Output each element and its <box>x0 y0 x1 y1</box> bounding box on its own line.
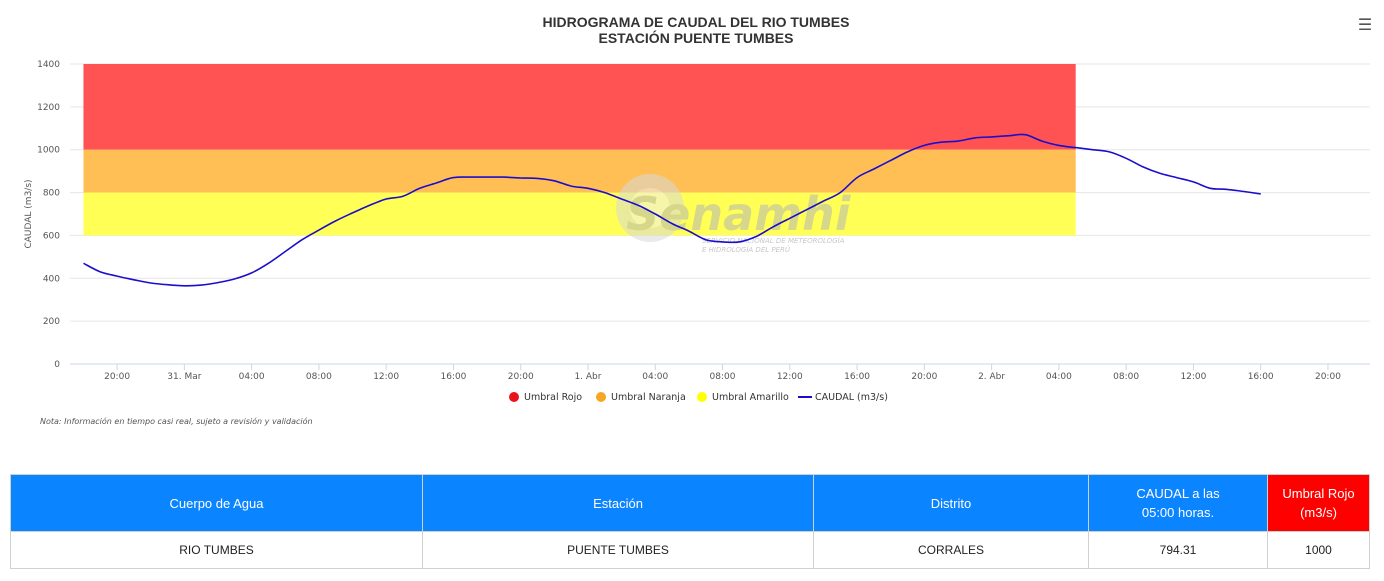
header-estacion: Estación <box>422 474 814 532</box>
band-umbral-amarillo <box>83 192 1076 236</box>
x-tick-label: 20:00 <box>1315 372 1341 382</box>
x-tick-label: 16:00 <box>1248 372 1274 382</box>
legend-marker <box>509 392 519 402</box>
x-tick-label: 04:00 <box>1046 372 1072 382</box>
sun-logo-icon <box>616 174 684 242</box>
watermark: Senamhi SERVICIO NACIONAL DE METEOROLOGÍ… <box>616 174 852 254</box>
x-tick-label: 04:00 <box>642 372 668 382</box>
hamburger-icon: ☰ <box>1357 15 1373 34</box>
y-tick-label: 1200 <box>37 103 60 113</box>
header-caudal-line1: CAUDAL a las <box>1136 486 1220 501</box>
header-cuerpo: Cuerpo de Agua <box>10 474 423 532</box>
table-row: RIO TUMBES PUENTE TUMBES CORRALES 794.31… <box>10 531 1370 569</box>
x-tick-label: 04:00 <box>239 372 265 382</box>
series-layer <box>83 133 1261 287</box>
cell-umbral: 1000 <box>1267 531 1370 569</box>
disclaimer-note: Nota: Información en tiempo casi real, s… <box>40 417 313 426</box>
y-tick-label: 400 <box>43 274 60 284</box>
y-tick-label: 600 <box>43 231 60 241</box>
x-tick-label: 12:00 <box>1180 372 1206 382</box>
legend-item[interactable]: Umbral Rojo <box>509 392 582 403</box>
legend-label: Umbral Amarillo <box>712 392 789 403</box>
x-tick-label: 2. Abr <box>978 372 1005 382</box>
header-distrito: Distrito <box>813 474 1089 532</box>
watermark-line2: E HIDROLOGÍA DEL PERÚ <box>702 245 790 254</box>
watermark-brand: Senamhi <box>626 187 852 241</box>
y-tick-label: 1000 <box>37 146 60 156</box>
header-umbral: Umbral Rojo (m3/s) <box>1267 474 1370 532</box>
chart-subtitle: ESTACIÓN PUENTE TUMBES <box>599 29 794 46</box>
band-umbral-naranja <box>83 149 1076 193</box>
chart-title: HIDROGRAMA DE CAUDAL DEL RIO TUMBES <box>543 14 850 30</box>
legend-marker <box>596 392 606 402</box>
x-tick-label: 16:00 <box>844 372 870 382</box>
x-tick-label: 12:00 <box>373 372 399 382</box>
x-tick-label: 20:00 <box>104 372 130 382</box>
band-umbral-rojo <box>83 64 1076 150</box>
x-tick-label: 20:00 <box>911 372 937 382</box>
legend-label: CAUDAL (m3/s) <box>815 392 888 403</box>
x-tick-label: 1. Abr <box>574 372 601 382</box>
y-tick-label: 1400 <box>37 60 60 70</box>
x-tick-label: 20:00 <box>508 372 534 382</box>
x-tick-label: 08:00 <box>306 372 332 382</box>
x-tick-label: 16:00 <box>440 372 466 382</box>
x-tick-label: 08:00 <box>710 372 736 382</box>
series-line-caudal <box>83 133 1261 287</box>
cell-caudal: 794.31 <box>1088 531 1268 569</box>
y-tick-label: 0 <box>54 360 60 370</box>
header-caudal: CAUDAL a las 05:00 horas. <box>1088 474 1268 532</box>
axes: 0 200 400 600 800 1000 1200 1400 20:00 31. Mar 04:… <box>37 60 1370 382</box>
legend-item[interactable]: Umbral Naranja <box>596 392 686 403</box>
legend-label: Umbral Naranja <box>611 392 686 403</box>
x-tick-label: 12:00 <box>777 372 803 382</box>
x-tick-label: 31. Mar <box>167 372 201 382</box>
legend-marker <box>697 392 707 402</box>
legend-label: Umbral Rojo <box>524 392 582 403</box>
y-tick-label: 200 <box>43 317 60 327</box>
hamburger-menu-button[interactable]: ☰ <box>1356 16 1374 34</box>
legend-item[interactable]: Umbral Amarillo <box>697 392 789 403</box>
cell-estacion: PUENTE TUMBES <box>422 531 814 569</box>
legend-item[interactable]: CAUDAL (m3/s) <box>798 392 888 403</box>
watermark-line1: SERVICIO NACIONAL DE METEOROLOGÍA <box>702 236 845 245</box>
cell-cuerpo: RIO TUMBES <box>10 531 423 569</box>
y-tick-label: 800 <box>43 189 60 199</box>
x-tick-label: 08:00 <box>1113 372 1139 382</box>
station-info-table: Cuerpo de Agua Estación Distrito CAUDAL … <box>10 474 1370 569</box>
legend: Umbral Rojo Umbral Naranja Umbral Amarillo… <box>509 392 888 403</box>
threshold-bands <box>83 64 1076 236</box>
cell-distrito: CORRALES <box>813 531 1089 569</box>
y-axis-label: CAUDAL (m3/s) <box>24 179 34 248</box>
hydrograph-chart: HIDROGRAMA DE CAUDAL DEL RIO TUMBES ESTA… <box>24 14 1370 403</box>
table-header-row: Cuerpo de Agua Estación Distrito CAUDAL … <box>10 474 1370 532</box>
header-caudal-line2: 05:00 horas. <box>1141 505 1215 520</box>
